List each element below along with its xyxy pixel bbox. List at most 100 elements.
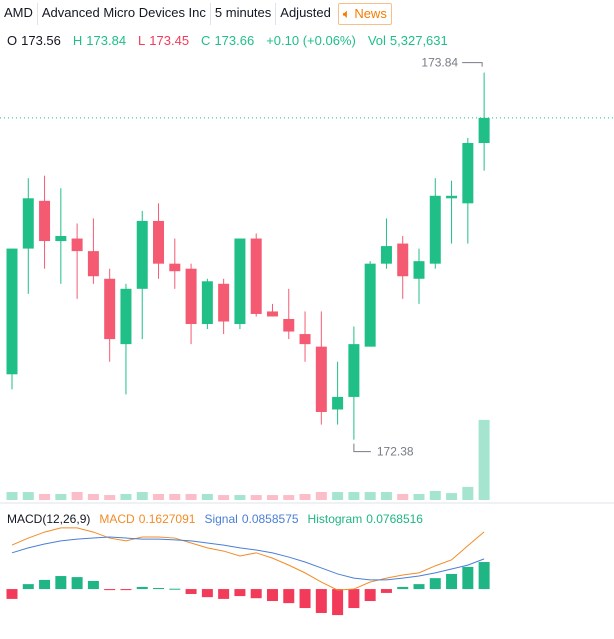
volume-bar (299, 493, 311, 500)
candle-body (22, 198, 34, 249)
histogram-bar (266, 589, 278, 602)
candle-body (136, 220, 148, 289)
candle-body (348, 344, 360, 397)
annotation-label: 173.84 (421, 56, 458, 70)
macd-legend-item: Signal (204, 512, 237, 526)
macd-legend-item: MACD(12,26,9) (7, 512, 90, 526)
legend-value: 173.45 (149, 33, 190, 48)
histogram-bar (6, 589, 18, 599)
candle-body (462, 142, 474, 204)
volume-bar (429, 490, 441, 500)
candle-body (299, 334, 311, 345)
legend-label: Vol (367, 33, 386, 48)
volume-bar (55, 493, 67, 500)
legend-label: H (72, 33, 83, 48)
legend-value: 173.84 (86, 33, 127, 48)
ohlc-legend: O 173.56 H 173.84 L 173.45 C 173.66 +0.10 (+0.06… (7, 33, 456, 48)
symbol[interactable]: AMD (0, 3, 38, 25)
histogram-bar (397, 586, 409, 590)
histogram-bar (332, 589, 344, 616)
candle-body (332, 396, 344, 410)
volume-bar (87, 493, 99, 500)
histogram-bar (250, 589, 262, 599)
candle-body (185, 268, 197, 325)
volume-bar (104, 495, 116, 500)
volume-bar (201, 493, 213, 500)
news-button[interactable]: 🔈︎ News (337, 3, 392, 25)
legend-label: C (201, 33, 211, 48)
candle-body (104, 278, 116, 340)
histogram-bar (315, 589, 327, 613)
volume-bar (153, 493, 165, 500)
candle-body (218, 283, 230, 322)
candle-body (153, 220, 165, 264)
volume-bar (234, 495, 246, 500)
volume-bar (71, 492, 83, 500)
histogram-bar (22, 584, 34, 590)
candle-body (413, 261, 425, 279)
legend-value: 173.66 (214, 33, 255, 48)
legend-value: 173.56 (21, 33, 61, 48)
macd-legend-item: 0.1627091 (139, 512, 196, 526)
histogram-bar (120, 589, 132, 591)
macd-line (11, 527, 485, 591)
volume-bar (185, 493, 197, 500)
macd-legend-item: 0.0768516 (366, 512, 423, 526)
volume-bar (462, 486, 474, 500)
candle-body (234, 238, 246, 325)
candle-body (266, 311, 278, 317)
candle-body (315, 346, 327, 413)
volume-bar (478, 419, 490, 500)
histogram-bar (478, 562, 490, 590)
candle-body (55, 236, 67, 242)
volume-bar (332, 492, 344, 500)
volume-bar (315, 492, 327, 500)
company-name: Advanced Micro Devices Inc (38, 3, 211, 25)
candle-body (380, 246, 392, 264)
candle-body (446, 195, 458, 199)
histogram-bar (55, 576, 67, 590)
legend-value: +0.10 (+0.06%) (266, 33, 356, 48)
volume-bar (169, 493, 181, 500)
annotation-leader (462, 62, 483, 67)
volume-bar (413, 493, 425, 500)
candle-body (39, 200, 51, 242)
volume-bar (218, 495, 230, 500)
candle-body (6, 248, 18, 375)
histogram-bar (136, 586, 148, 590)
histogram-bar (104, 589, 116, 591)
volume-bar (250, 495, 262, 500)
histogram-bar (364, 589, 376, 602)
histogram-bar (71, 577, 83, 590)
annotation-leader (353, 443, 371, 453)
candle-body (478, 117, 490, 143)
interval[interactable]: 5 minutes (211, 3, 277, 25)
histogram-bar (201, 589, 213, 598)
histogram-bar (380, 589, 392, 593)
histogram-bar (218, 589, 230, 599)
candle-body (397, 243, 409, 277)
volume-bar (120, 493, 132, 500)
histogram-bar (299, 589, 311, 609)
candle-body (201, 281, 213, 325)
header: AMD Advanced Micro Devices Inc 5 minutes… (0, 3, 392, 25)
histogram-bar (234, 589, 246, 597)
news-label: News (354, 6, 387, 21)
histogram-bar (348, 589, 360, 609)
candle-body (169, 263, 181, 272)
candle-body (87, 251, 99, 277)
candle-body (429, 195, 441, 264)
candle-body (120, 288, 132, 345)
candle-body (250, 238, 262, 314)
volume-bar (364, 492, 376, 500)
volume-bar (283, 495, 295, 500)
adjustment[interactable]: Adjusted (280, 5, 331, 20)
histogram-bar (153, 588, 165, 590)
annotation-label: 172.38 (377, 445, 414, 459)
candle-body (71, 238, 83, 252)
volume-bar (39, 493, 51, 500)
volume-bar (380, 492, 392, 500)
volume-bar (266, 495, 278, 500)
